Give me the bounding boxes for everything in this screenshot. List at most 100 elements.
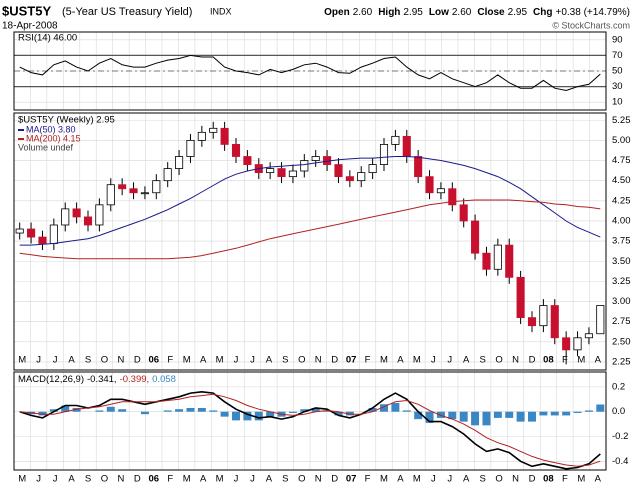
candle-body bbox=[527, 317, 537, 327]
x-tick-label: M bbox=[577, 474, 585, 485]
histogram-bar bbox=[573, 411, 582, 413]
x-tick-label: F bbox=[167, 474, 173, 485]
x-tick-label: A bbox=[397, 355, 404, 366]
x-tick-label: 07 bbox=[346, 355, 357, 366]
y-tick-label: 3.75 bbox=[612, 236, 631, 247]
x-tick-label: J bbox=[36, 474, 41, 485]
y-tick-label: 3.25 bbox=[612, 276, 631, 287]
x-tick-label: J bbox=[36, 355, 41, 366]
histogram-bar bbox=[266, 411, 275, 417]
candle-body bbox=[573, 337, 582, 351]
histogram-bar bbox=[493, 411, 502, 418]
x-tick-label: F bbox=[365, 474, 371, 485]
x-tick-label: J bbox=[447, 355, 452, 366]
quote-value: 2.60 bbox=[452, 7, 472, 18]
candle-body bbox=[311, 156, 320, 161]
x-tick-label: A bbox=[397, 474, 404, 485]
x-tick-label: N bbox=[512, 474, 519, 485]
histogram-bar bbox=[95, 410, 104, 412]
candle-body bbox=[459, 204, 468, 222]
candle-body bbox=[266, 168, 275, 174]
x-tick-label: J bbox=[53, 355, 58, 366]
x-tick-label: D bbox=[331, 355, 338, 366]
candle-body bbox=[357, 172, 366, 182]
x-tick-label: D bbox=[529, 474, 536, 485]
candle-body bbox=[562, 337, 571, 351]
x-tick-label: N bbox=[117, 474, 124, 485]
candle-body bbox=[334, 164, 343, 178]
x-tick-label: J bbox=[53, 474, 58, 485]
x-tick-label: J bbox=[234, 474, 239, 485]
candle-body bbox=[209, 127, 218, 133]
histogram-bar bbox=[197, 407, 206, 412]
y-tick-label: 30 bbox=[612, 81, 623, 92]
y-tick-label: 4.75 bbox=[612, 155, 631, 166]
x-tick-label: J bbox=[431, 474, 436, 485]
series-line bbox=[19, 54, 601, 92]
histogram-bar bbox=[209, 410, 218, 412]
candle-body bbox=[471, 220, 480, 254]
histogram-bar bbox=[380, 404, 388, 412]
histogram-bar bbox=[220, 411, 229, 417]
x-tick-label: D bbox=[134, 355, 141, 366]
y-tick-label: 50 bbox=[612, 66, 623, 77]
x-tick-label: 08 bbox=[543, 355, 554, 366]
histogram-bar bbox=[459, 411, 468, 422]
candle-body bbox=[391, 135, 400, 145]
y-tick-label: 90 bbox=[612, 34, 623, 45]
x-tick-label: N bbox=[315, 355, 322, 366]
x-tick-label: A bbox=[68, 355, 75, 366]
candle-body bbox=[550, 305, 559, 339]
histogram-bar bbox=[163, 410, 172, 412]
histogram-bar bbox=[345, 411, 354, 416]
candle-body bbox=[140, 192, 149, 195]
candle-body bbox=[231, 144, 241, 157]
candle-body bbox=[584, 333, 593, 339]
quote-label: Low bbox=[429, 7, 449, 18]
candle-body bbox=[49, 224, 58, 244]
legend: MACD(12,26,9) -0.341, -0.399, 0.058 bbox=[18, 374, 176, 385]
x-tick-label: F bbox=[167, 355, 173, 366]
x-tick-label: M bbox=[183, 355, 191, 366]
legend: RSI(14) 46.00 bbox=[18, 33, 77, 44]
symbol-name: (5-Year US Treasury Yield) bbox=[62, 6, 192, 18]
x-tick-label: M bbox=[380, 355, 388, 366]
histogram-bar bbox=[334, 411, 343, 416]
y-tick-label: 2.25 bbox=[612, 356, 631, 367]
y-tick-label: 4.50 bbox=[612, 175, 631, 186]
x-tick-label: M bbox=[413, 355, 421, 366]
histogram-bar bbox=[505, 411, 514, 418]
panel-frame bbox=[13, 31, 607, 111]
histogram-bar bbox=[471, 411, 480, 426]
histogram-bar bbox=[232, 411, 240, 421]
x-tick-label: M bbox=[183, 474, 191, 485]
histogram-bar bbox=[140, 411, 149, 415]
y-tick-label: 5.00 bbox=[612, 135, 631, 146]
candle-body bbox=[425, 176, 434, 194]
x-tick-label: N bbox=[315, 474, 322, 485]
candle-body bbox=[95, 204, 104, 226]
histogram-bar bbox=[118, 409, 127, 412]
date: 18-Apr-2008 bbox=[2, 21, 58, 32]
candle-body bbox=[300, 160, 309, 172]
quote-value: 2.95 bbox=[403, 7, 423, 18]
x-tick-label: O bbox=[101, 474, 108, 485]
histogram-bar bbox=[61, 405, 70, 412]
quote-label: Chg bbox=[533, 7, 552, 18]
candle-body bbox=[163, 168, 172, 182]
series-line bbox=[19, 156, 601, 246]
x-tick-label: A bbox=[68, 474, 75, 485]
series-line bbox=[19, 393, 601, 467]
histogram-bar bbox=[254, 411, 263, 421]
x-tick-label: 07 bbox=[346, 474, 357, 485]
histogram-bar bbox=[550, 411, 559, 416]
x-tick-label: O bbox=[101, 355, 108, 366]
histogram-bar bbox=[516, 411, 525, 422]
y-tick-label: 0.2 bbox=[612, 381, 625, 392]
y-tick-label: -0.4 bbox=[612, 456, 628, 467]
x-tick-label: 08 bbox=[543, 474, 554, 485]
x-tick-label: N bbox=[512, 355, 519, 366]
quote-label: Open bbox=[324, 7, 350, 18]
x-tick-label: S bbox=[479, 474, 485, 485]
histogram-bar bbox=[584, 410, 593, 412]
